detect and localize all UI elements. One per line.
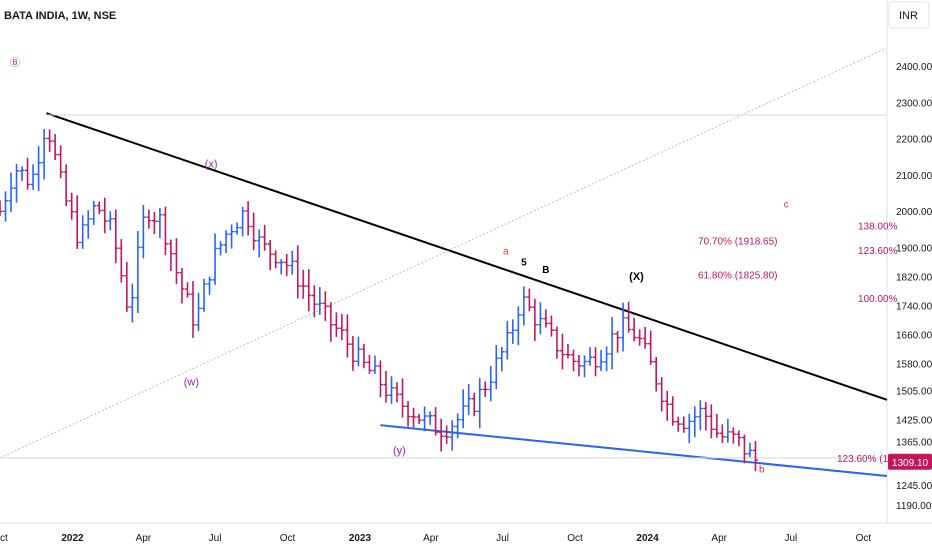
fib-level-label: 123.60% <box>858 246 898 257</box>
price-tick-label: 2000.00 <box>896 207 932 218</box>
wave-label: a <box>503 247 509 258</box>
time-tick-label: Jul <box>496 533 509 544</box>
wave-label-layer: Ⓑ (x) (w) (y) a 5 B (X) c b 70.70% (1918.65) 61.80%… <box>10 57 900 475</box>
wave-label: b <box>759 464 765 475</box>
time-tick-label: 2024 <box>636 533 659 544</box>
price-tick-label: 2300.00 <box>896 98 932 109</box>
wave-label: 5 <box>521 258 527 269</box>
wave-label: c <box>784 199 789 210</box>
wave-label: (w) <box>184 376 199 388</box>
channel-line <box>0 47 888 459</box>
time-tick-label: Jul <box>784 533 797 544</box>
price-tick-label: 1425.00 <box>896 416 932 427</box>
time-tick-label: Oct <box>0 533 8 544</box>
fib-level-label: 138.00% <box>858 222 898 233</box>
time-tick-label: Oct <box>567 533 583 544</box>
wave-label: (y) <box>393 445 406 457</box>
axes-layer: 2400.00 2300.00 2200.00 2100.00 2000.00 1900.… <box>0 62 932 544</box>
price-tick-label: 1900.00 <box>896 243 932 254</box>
price-tick-label: 1505.00 <box>896 387 932 398</box>
currency-button[interactable] <box>888 1 930 29</box>
symbol-title: BATA INDIA, 1W, NSE <box>4 10 116 22</box>
time-tick-label: Apr <box>136 533 152 544</box>
price-tick-label: 1580.00 <box>896 360 932 371</box>
time-tick-label: Apr <box>423 533 439 544</box>
fib-level-label: 61.80% (1825.80) <box>698 270 778 281</box>
time-tick-label: Apr <box>711 533 727 544</box>
price-tick-label: 2200.00 <box>896 135 932 146</box>
price-tick-label: 1245.00 <box>896 481 932 492</box>
price-bars <box>0 129 758 472</box>
fib-level-label: 123.60% (130 <box>837 454 900 465</box>
wave-label: Ⓑ <box>10 57 20 69</box>
wave-label: B <box>542 265 549 276</box>
drawing-layer <box>0 47 888 477</box>
price-tick-label: 1660.00 <box>896 330 932 341</box>
time-tick-label: Oct <box>280 533 296 544</box>
time-tick-label: 2023 <box>349 533 372 544</box>
resistance-line <box>46 112 888 401</box>
currency-label: INR <box>899 10 918 22</box>
time-tick-label: Jul <box>209 533 222 544</box>
price-tick-label: 1365.00 <box>896 438 932 449</box>
last-price-label: 1309.10 <box>892 458 929 469</box>
last-price-badge <box>888 453 932 470</box>
fib-level-label: 100.00% <box>858 294 898 305</box>
wave-label: (X) <box>629 271 644 283</box>
price-tick-label: 2100.00 <box>896 171 932 182</box>
time-tick-label: Oct <box>856 533 872 544</box>
support-line <box>380 424 888 477</box>
price-tick-label: 1820.00 <box>896 272 932 283</box>
price-tick-label: 1190.00 <box>896 501 932 512</box>
price-tick-label: 2400.00 <box>896 62 932 73</box>
wave-label: (x) <box>205 159 218 171</box>
time-tick-label: 2022 <box>61 533 84 544</box>
fib-level-label: 70.70% (1918.65) <box>698 237 778 248</box>
price-tick-label: 1740.00 <box>896 301 932 312</box>
